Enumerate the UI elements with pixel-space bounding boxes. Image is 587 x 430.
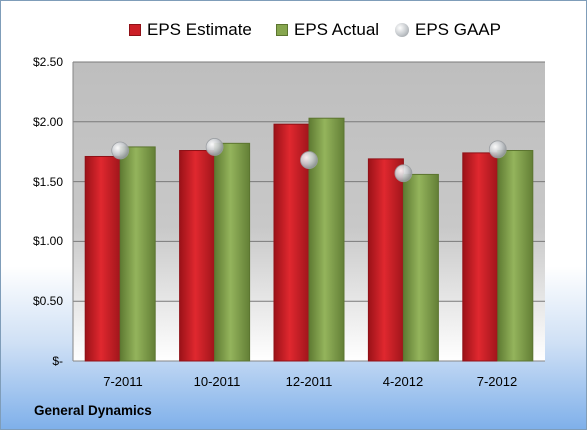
y-tick-label: $2.50: [32, 55, 63, 69]
legend-label: EPS GAAP: [415, 20, 501, 39]
bar-eps-actual: [402, 173, 439, 362]
marker-eps-gaap: [205, 138, 224, 156]
bar-eps-estimate: [462, 152, 499, 362]
marker-eps-gaap: [111, 141, 130, 160]
bar-eps-estimate: [84, 155, 121, 362]
legend-item-eps-gaap: EPS GAAP: [395, 18, 501, 42]
bar-eps-actual: [119, 146, 156, 362]
legend-label: EPS Actual: [294, 20, 380, 39]
marker-eps-gaap: [300, 151, 318, 169]
bar-eps-actual: [214, 142, 251, 362]
gray-circle-icon: [395, 23, 409, 37]
bar-eps-actual: [497, 150, 534, 362]
y-tick-label: $2.00: [32, 115, 63, 129]
green-square-icon: [276, 24, 288, 36]
marker-eps-gaap: [394, 164, 413, 183]
bar-eps-estimate: [179, 150, 216, 362]
y-tick-label: $0.50: [32, 294, 63, 308]
company-name: General Dynamics: [34, 403, 152, 418]
y-tick-label: $-: [52, 354, 63, 368]
legend-label: EPS Estimate: [147, 20, 252, 39]
x-tick-label: 7-2012: [476, 374, 518, 389]
legend: EPS Estimate EPS Actual EPS GAAP: [1, 18, 586, 42]
y-tick-label: $1.00: [32, 234, 63, 248]
marker-eps-gaap: [488, 140, 507, 159]
x-tick-label: 10-2011: [193, 374, 241, 389]
y-tick-label: $1.50: [32, 175, 63, 189]
x-tick-label: 7-2011: [103, 374, 143, 389]
gaap-markers: [111, 138, 507, 183]
legend-item-eps-estimate: EPS Estimate: [129, 18, 252, 42]
red-square-icon: [129, 24, 141, 36]
x-tick-label: 12-2011: [285, 374, 333, 389]
x-tick-label: 4-2012: [382, 374, 424, 389]
bar-eps-estimate: [367, 158, 404, 362]
bars: [84, 117, 534, 362]
legend-item-eps-actual: EPS Actual: [276, 18, 379, 42]
